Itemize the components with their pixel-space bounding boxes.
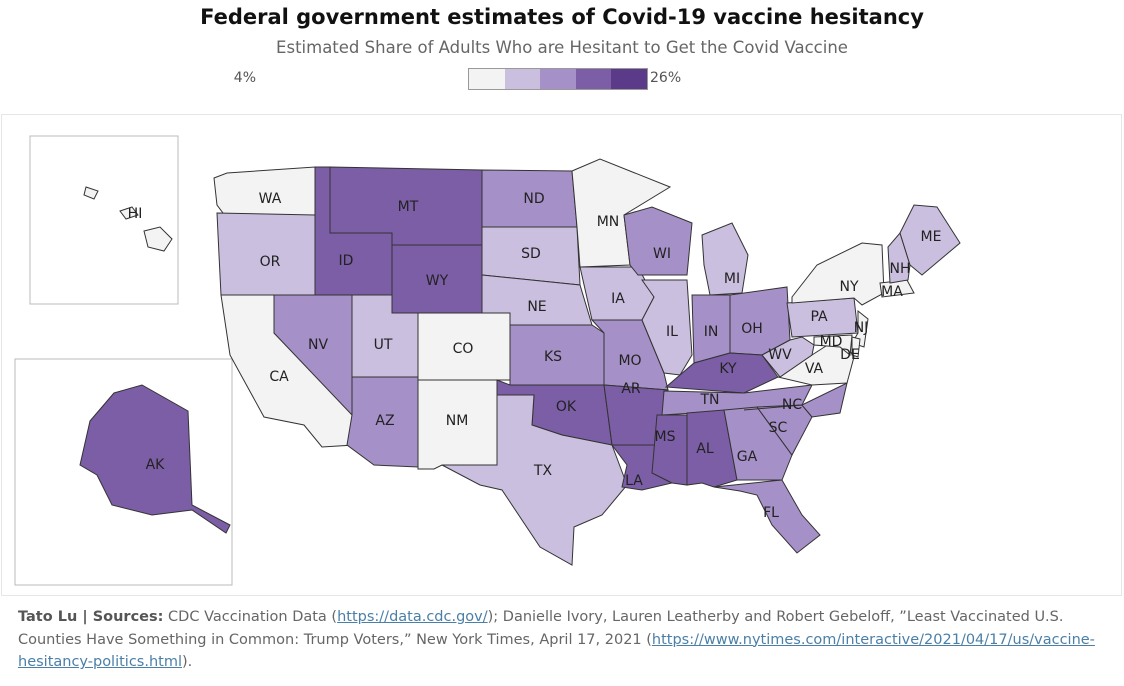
state-il[interactable] (641, 279, 693, 376)
state-md[interactable] (813, 334, 853, 356)
state-label: MT (398, 199, 419, 215)
state-fl[interactable] (713, 479, 821, 554)
state-label: OR (260, 254, 281, 270)
state-label: WI (653, 246, 671, 262)
state-label: MN (597, 214, 620, 230)
state-me[interactable] (899, 204, 961, 276)
state-label: KS (544, 349, 562, 365)
state-label: KY (719, 361, 737, 377)
footer-credits: Tato Lu | Sources: CDC Vaccination Data … (18, 606, 1108, 674)
state-label: NC (782, 397, 802, 413)
state-label: TX (533, 463, 553, 479)
state-label: FL (763, 505, 779, 521)
state-label: OK (556, 399, 577, 415)
state-nh[interactable] (887, 231, 911, 284)
legend-max-label: 26% (650, 70, 682, 86)
state-label: IL (666, 324, 678, 340)
state-va[interactable] (777, 336, 855, 386)
chart-title: Federal government estimates of Covid-19… (200, 5, 924, 29)
state-label: ME (921, 229, 942, 245)
legend-swatch-4 (611, 69, 647, 89)
map-panel[interactable]: WA OR CA NV ID MT WY UT AZ CO NM ND SD N… (1, 114, 1122, 596)
state-nc[interactable] (743, 382, 848, 418)
footer-text-2: ); Danielle Ivory, Lauren Leatherby and … (18, 609, 1064, 648)
state-ga[interactable] (723, 406, 793, 481)
us-states-map[interactable]: WA OR CA NV ID MT WY UT AZ CO NM ND SD N… (2, 115, 1122, 595)
state-label: HI (128, 206, 143, 222)
state-label: AZ (375, 413, 394, 429)
state-label: TN (699, 392, 719, 408)
state-label: WA (259, 191, 282, 207)
footer-author: Tato Lu | Sources: (18, 609, 164, 625)
state-label: AR (621, 381, 641, 397)
state-label: SC (769, 420, 788, 436)
legend-swatch-1 (504, 69, 541, 89)
state-ak[interactable] (79, 384, 231, 534)
state-de[interactable] (851, 336, 861, 358)
state-label: AL (696, 441, 714, 457)
state-label: NE (527, 299, 546, 315)
state-wi[interactable] (623, 206, 693, 276)
state-label: NY (839, 279, 858, 295)
state-label: LA (625, 473, 643, 489)
state-label: NM (446, 413, 469, 429)
legend-swatch-2 (540, 69, 576, 89)
state-label: MI (724, 271, 740, 287)
footer-text-1: CDC Vaccination Data ( (163, 609, 338, 625)
state-label: SD (521, 246, 541, 262)
state-ms[interactable] (651, 414, 688, 486)
state-label: NJ (854, 320, 869, 336)
legend-swatch-3 (575, 69, 612, 89)
state-label: PA (810, 309, 828, 325)
legend-min-label: 4% (233, 70, 256, 86)
state-label: GA (737, 449, 758, 465)
chart-subtitle: Estimated Share of Adults Who are Hesita… (276, 38, 848, 57)
state-label: WV (768, 347, 792, 363)
state-label: NH (890, 261, 911, 277)
state-label: CA (269, 369, 289, 385)
state-label: OH (741, 321, 763, 337)
state-label: NV (308, 337, 328, 353)
state-ny[interactable] (791, 242, 885, 306)
state-label: UT (374, 337, 393, 353)
state-label: IN (704, 324, 719, 340)
legend-swatch-0 (469, 69, 505, 89)
state-label: VA (805, 361, 824, 377)
state-label: ND (523, 191, 544, 207)
state-label: ID (339, 253, 354, 269)
state-hi[interactable] (83, 186, 173, 252)
hawaii-inset-frame (29, 135, 179, 305)
footer-text-3: ). (182, 654, 193, 670)
state-labels: WA OR CA NV ID MT WY UT AZ CO NM ND SD N… (128, 191, 942, 521)
state-label: AK (146, 457, 166, 473)
state-label: IA (611, 291, 625, 307)
state-label: MO (618, 353, 641, 369)
state-label: CO (453, 341, 474, 357)
state-label: MA (881, 284, 903, 300)
footer-link-cdc[interactable]: https://data.cdc.gov/ (337, 609, 488, 625)
state-label: MS (655, 429, 676, 445)
state-label: WY (426, 273, 449, 289)
footer-link-nytimes[interactable]: https://www.nytimes.com/interactive/2021… (18, 631, 1095, 671)
state-label: MD (820, 334, 843, 350)
state-tx[interactable] (441, 394, 628, 566)
legend-color-ramp (468, 68, 648, 90)
state-label: DE (840, 347, 860, 363)
